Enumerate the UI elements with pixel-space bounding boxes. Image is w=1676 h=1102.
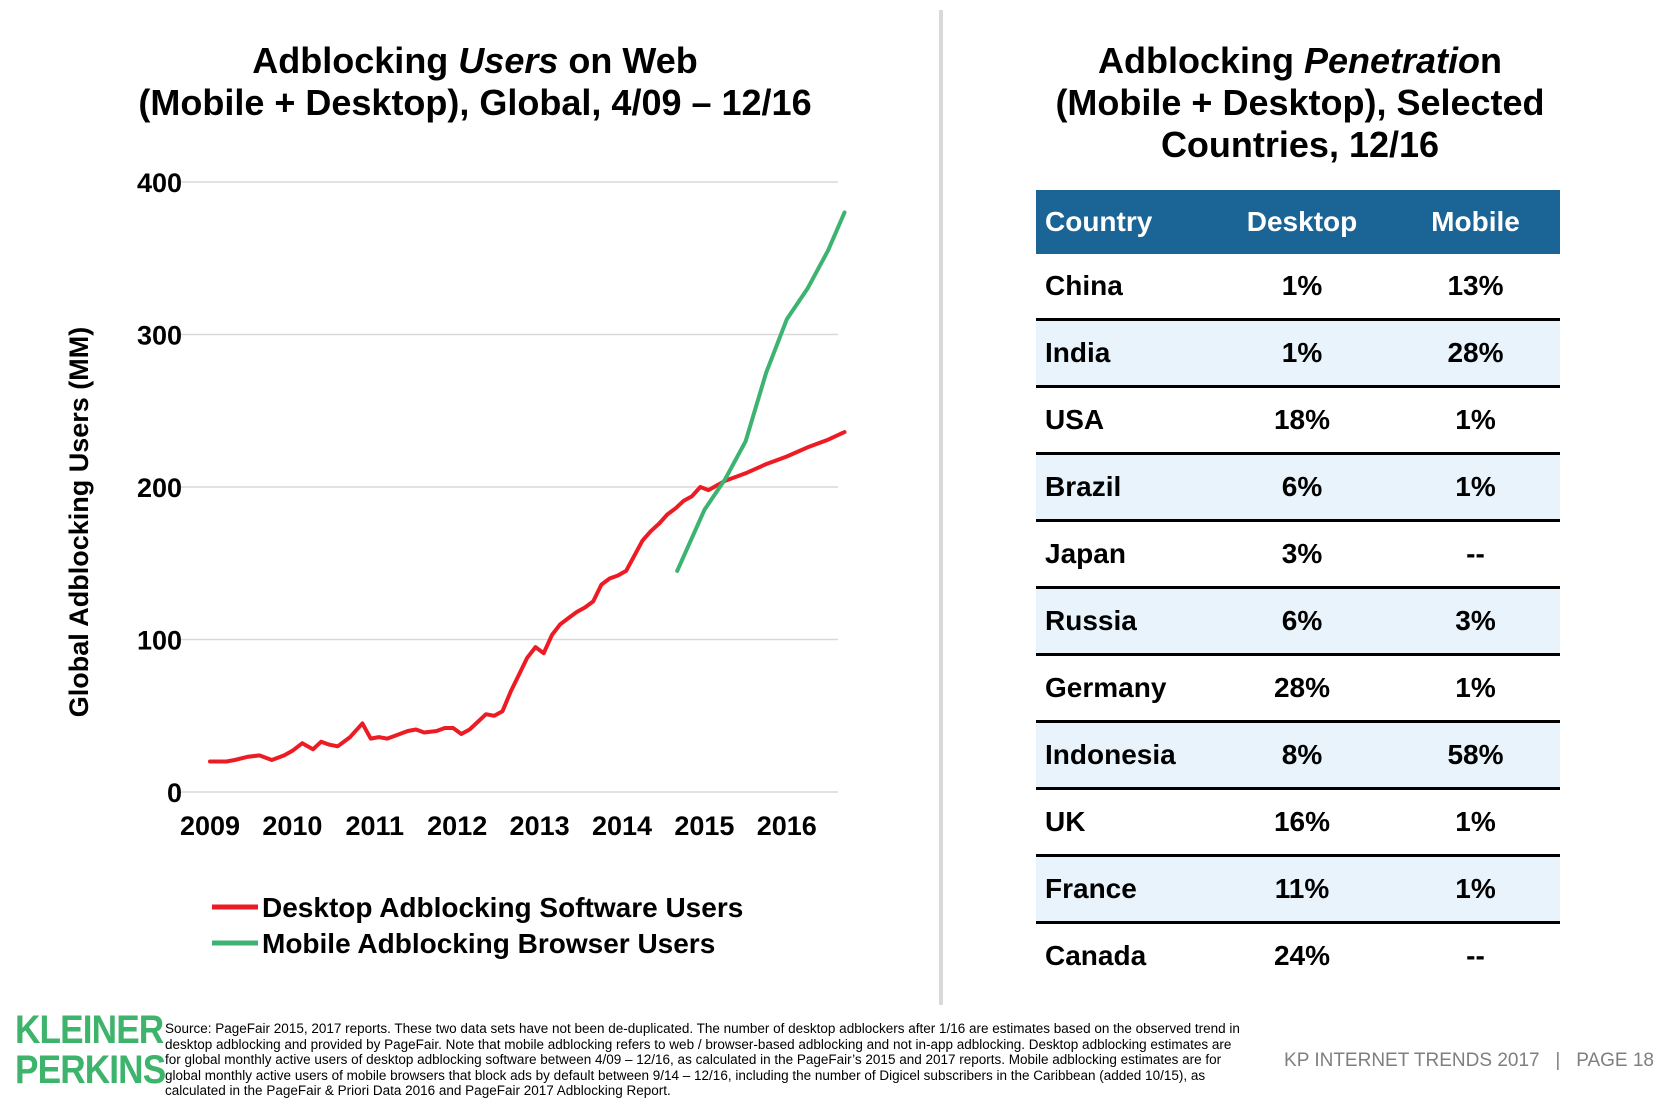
x-tick-label: 2011 xyxy=(346,811,405,841)
cell-country: Canada xyxy=(1045,940,1147,971)
y-tick-label: 0 xyxy=(167,778,182,808)
table-row: France 11% 1% xyxy=(1036,855,1560,924)
cell-country: India xyxy=(1036,319,1213,388)
table-row: Germany 28% 1% xyxy=(1036,654,1560,723)
cell-desktop: 6% xyxy=(1213,587,1391,656)
cell-mobile: 1% xyxy=(1391,386,1560,455)
x-tick-label: 2013 xyxy=(510,811,570,841)
y-tick-labels: 0 100 200 300 400 xyxy=(137,168,182,808)
cell-desktop: 18% xyxy=(1213,386,1391,455)
desktop-series-line xyxy=(208,430,847,764)
cell-country: China xyxy=(1036,254,1213,321)
cell-mobile: 3% xyxy=(1391,587,1560,656)
y-axis-label: Global Adblocking Users (MM) xyxy=(64,327,94,718)
x-tick-labels: 2009 2010 2011 2012 2013 2014 2015 2016 xyxy=(180,811,817,841)
x-tick-label: 2010 xyxy=(262,811,322,841)
x-tick-label: 2016 xyxy=(757,811,817,841)
table-row: Japan 3% -- xyxy=(1036,520,1560,589)
cell-desktop: 1% xyxy=(1213,254,1391,321)
cell-mobile: -- xyxy=(1391,520,1560,589)
y-tick-label: 100 xyxy=(137,626,182,656)
panel-divider xyxy=(939,10,943,1005)
cell-mobile: 1% xyxy=(1391,855,1560,924)
penetration-table: Country Desktop Mobile China 1% 13% India 1%… xyxy=(1036,190,1560,988)
y-tick-label: 200 xyxy=(137,473,182,503)
table-row: Canada 24% -- xyxy=(1036,923,1560,989)
cell-desktop: 28% xyxy=(1213,654,1391,723)
chart-title: Adblocking Users on Web (Mobile + Deskto… xyxy=(138,40,812,123)
cell-country: France xyxy=(1036,855,1213,924)
cell-mobile: 28% xyxy=(1391,319,1560,388)
series-lines xyxy=(208,210,847,764)
table-row: Russia 6% 3% xyxy=(1036,587,1560,656)
table-row: USA 18% 1% xyxy=(1036,386,1560,455)
x-tick-label: 2012 xyxy=(427,811,487,841)
cell-mobile: -- xyxy=(1466,940,1485,971)
table-row: India 1% 28% xyxy=(1036,319,1560,388)
x-tick-label: 2014 xyxy=(592,811,652,841)
table-row: Indonesia 8% 58% xyxy=(1036,721,1560,790)
legend-label: Mobile Adblocking Browser Users xyxy=(262,928,715,959)
cell-desktop: 11% xyxy=(1213,855,1391,924)
table-title: Adblocking Penetration (Mobile + Desktop… xyxy=(1055,40,1545,165)
y-tick-label: 400 xyxy=(137,168,182,198)
y-tick-label: 300 xyxy=(137,321,182,351)
legend: Desktop Adblocking Software Users Mobile … xyxy=(212,892,743,959)
cell-country: Indonesia xyxy=(1036,721,1213,790)
header-mobile: Mobile xyxy=(1391,190,1560,254)
cell-desktop: 24% xyxy=(1273,940,1331,971)
cell-country: Germany xyxy=(1036,654,1213,723)
cell-country: USA xyxy=(1036,386,1213,455)
cell-mobile: 1% xyxy=(1391,453,1560,522)
cell-country: UK xyxy=(1036,788,1213,857)
cell-desktop: 8% xyxy=(1213,721,1391,790)
cell-mobile: 58% xyxy=(1391,721,1560,790)
legend-label: Desktop Adblocking Software Users xyxy=(262,892,743,923)
cell-desktop: 6% xyxy=(1213,453,1391,522)
cell-desktop: 1% xyxy=(1213,319,1391,388)
cell-mobile: 13% xyxy=(1391,254,1560,321)
mobile-series-line xyxy=(675,210,847,573)
cell-country: Russia xyxy=(1036,587,1213,656)
gridlines xyxy=(180,181,838,793)
x-tick-label: 2009 xyxy=(180,811,240,841)
cell-mobile: 1% xyxy=(1391,654,1560,723)
table-row: Brazil 6% 1% xyxy=(1036,453,1560,522)
kleiner-perkins-logo: KLEINER PERKINS xyxy=(15,1008,166,1092)
cell-desktop: 16% xyxy=(1213,788,1391,857)
source-note: Source: PageFair 2015, 2017 reports. The… xyxy=(165,1021,1240,1098)
x-tick-label: 2015 xyxy=(674,811,734,841)
cell-country: Japan xyxy=(1036,520,1213,589)
cell-mobile: 1% xyxy=(1391,788,1560,857)
table-row: UK 16% 1% xyxy=(1036,788,1560,857)
header-desktop: Desktop xyxy=(1213,190,1391,254)
header-country: Country xyxy=(1036,190,1213,254)
cell-country: Brazil xyxy=(1036,453,1213,522)
table-header-row: Country Desktop Mobile xyxy=(1036,190,1560,254)
table-row: China 1% 13% xyxy=(1036,254,1560,321)
cell-desktop: 3% xyxy=(1213,520,1391,589)
page-label: KP INTERNET TRENDS 2017 | PAGE 18 xyxy=(1284,1050,1654,1071)
